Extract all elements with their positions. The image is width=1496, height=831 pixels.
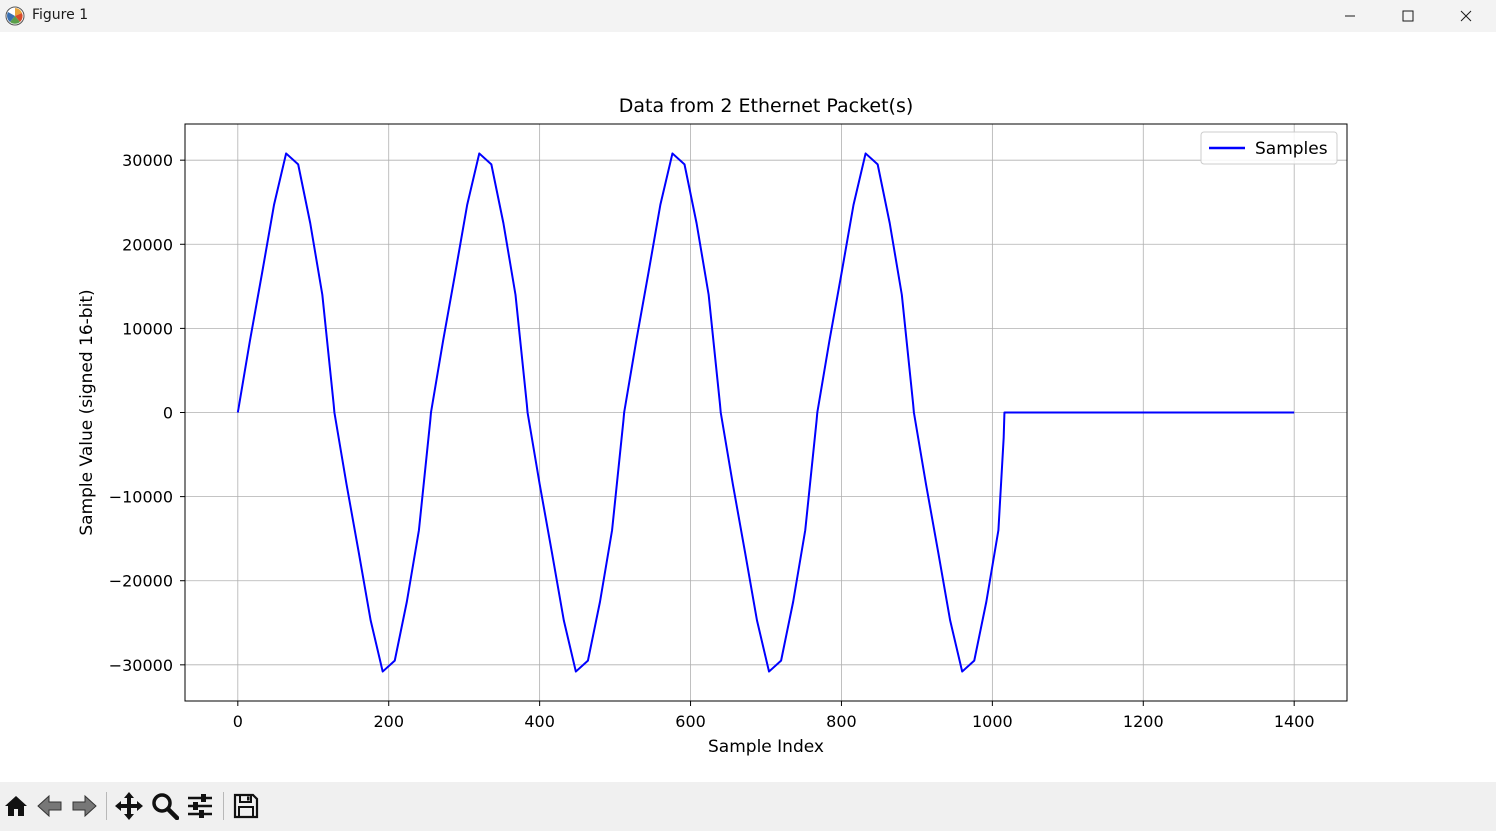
y-tick-label: 0: [163, 404, 173, 423]
home-icon: [5, 796, 27, 816]
y-tick-label: −10000: [109, 488, 173, 507]
close-icon: [1460, 10, 1472, 22]
close-button[interactable]: [1438, 0, 1494, 32]
maximize-icon: [1402, 10, 1414, 22]
line-chart: 0 200 400 600 800 1000 1200 1400 −30000 −20000 −10…: [77, 95, 1348, 757]
save-floppy-icon: [233, 793, 259, 819]
y-axis-label: Sample Value (signed 16-bit): [77, 289, 97, 535]
back-arrow-icon: [37, 794, 62, 818]
y-tick-label: 20000: [122, 235, 173, 254]
x-tick-label: 1400: [1274, 712, 1315, 731]
x-tick-label: 1000: [972, 712, 1013, 731]
toolbar-separator: [106, 792, 107, 820]
x-tick-label: 1200: [1123, 712, 1164, 731]
window-titlebar: Figure 1: [0, 0, 1496, 32]
configure-subplots-icon: [188, 794, 212, 818]
y-tick-label: −30000: [109, 656, 173, 675]
chart-title: Data from 2 Ethernet Packet(s): [619, 95, 914, 117]
back-button[interactable]: [34, 789, 66, 823]
x-tick-label: 400: [524, 712, 555, 731]
pan-move-icon: [115, 792, 143, 820]
maximize-button[interactable]: [1380, 0, 1436, 32]
minimize-button[interactable]: [1322, 0, 1378, 32]
legend-label-samples: Samples: [1255, 139, 1328, 159]
y-tick-label: −20000: [109, 572, 173, 591]
figure-canvas[interactable]: 0 200 400 600 800 1000 1200 1400 −30000 −20000 −10…: [0, 32, 1496, 782]
toolbar-separator: [223, 792, 224, 820]
series-line-samples: [236, 152, 1295, 673]
pan-button[interactable]: [113, 789, 145, 823]
y-tick-label: 10000: [122, 319, 173, 338]
zoom-magnifier-icon: [152, 793, 179, 820]
y-tick-label: 30000: [122, 151, 173, 170]
configure-subplots-button[interactable]: [184, 789, 216, 823]
matplotlib-logo-icon: [5, 6, 25, 26]
navigation-toolbar: [0, 782, 1496, 831]
x-axis-label: Sample Index: [708, 737, 824, 757]
x-tick-label: 800: [826, 712, 857, 731]
forward-button[interactable]: [68, 789, 100, 823]
x-tick-label: 600: [675, 712, 706, 731]
save-button[interactable]: [230, 789, 262, 823]
x-tick-label: 200: [373, 712, 404, 731]
forward-arrow-icon: [72, 794, 97, 818]
x-tick-label: 0: [233, 712, 243, 731]
zoom-button[interactable]: [149, 789, 181, 823]
home-button[interactable]: [0, 789, 32, 823]
legend-box: [1200, 131, 1338, 165]
window-title: Figure 1: [32, 7, 89, 23]
minimize-icon: [1345, 15, 1355, 17]
